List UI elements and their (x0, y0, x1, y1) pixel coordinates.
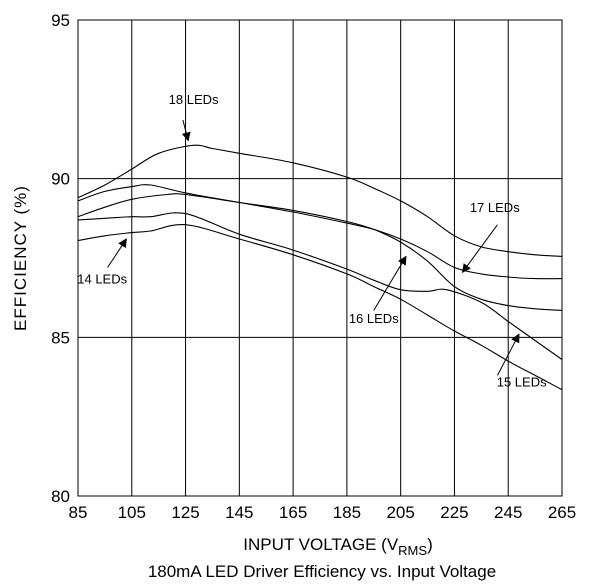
plot-frame (77, 19, 563, 497)
annotation-label-18-leds: 18 LEDs (169, 92, 219, 107)
grid-lines (78, 20, 562, 496)
series-line-16-leds (77, 193, 563, 311)
x-tick-labels: 85 105 125 145 165 185 205 225 245 265 (69, 503, 577, 522)
series-line-18-leds (77, 144, 563, 257)
series-line-15-leds (77, 212, 563, 360)
x-tick-label-165: 165 (279, 503, 307, 522)
y-tick-label-85: 85 (51, 328, 70, 347)
series-line-14-leds (77, 223, 563, 391)
y-axis-title: EFFICIENCY (%) (11, 185, 30, 331)
annotation-arrow-16-leds (373, 255, 407, 311)
x-tick-label-125: 125 (171, 503, 199, 522)
x-tick-label-205: 205 (386, 503, 414, 522)
annotation-label-15-leds: 15 LEDs (497, 375, 547, 390)
annotation-label-14-leds: 14 LEDs (77, 271, 127, 286)
x-tick-label-225: 225 (440, 503, 468, 522)
y-tick-label-95: 95 (51, 11, 70, 30)
x-tick-label-145: 145 (225, 503, 253, 522)
y-tick-label-80: 80 (51, 487, 70, 506)
x-tick-label-245: 245 (494, 503, 522, 522)
x-axis-title: INPUT VOLTAGE (VRMS) (243, 535, 432, 558)
series-group (77, 144, 563, 391)
annotation-arrow-14-leds (107, 238, 127, 268)
x-axis-title-main: INPUT VOLTAGE (V (243, 535, 399, 554)
x-tick-label-265: 265 (548, 503, 576, 522)
chart-caption: 180mA LED Driver Efficiency vs. Input Vo… (148, 562, 496, 581)
series-line-17-leds (77, 184, 563, 280)
x-tick-label-85: 85 (69, 503, 88, 522)
x-tick-label-105: 105 (118, 503, 146, 522)
annotation-label-16-leds: 16 LEDs (349, 311, 399, 326)
annotation-arrow-18-leds (181, 119, 191, 142)
x-axis-title-subscript: RMS (398, 543, 427, 558)
annotation-label-17-leds: 17 LEDs (470, 200, 520, 215)
x-tick-label-185: 185 (333, 503, 361, 522)
y-tick-label-90: 90 (51, 170, 70, 189)
y-tick-labels: 80 85 90 95 (51, 11, 70, 506)
annotations-group: 18 LEDs 17 LEDs 16 LEDs 15 LEDs 14 LEDs (77, 92, 547, 389)
annotation-arrow-17-leds (461, 224, 498, 274)
x-axis-title-end: ) (427, 535, 433, 554)
annotation-arrow-15-leds (497, 333, 520, 376)
